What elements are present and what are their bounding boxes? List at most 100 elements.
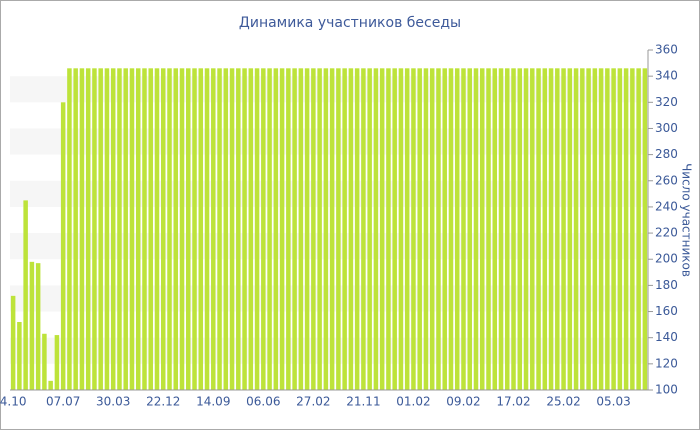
bar — [154, 68, 160, 391]
bar — [261, 68, 266, 391]
y-tick-label: 280 — [655, 147, 678, 161]
x-tick-label: 01.02 — [396, 395, 430, 409]
bar — [42, 333, 47, 390]
bar — [336, 68, 341, 391]
bar — [329, 68, 335, 391]
bar — [248, 68, 254, 391]
x-tick-label: 05.03 — [596, 395, 630, 409]
bar — [123, 68, 128, 391]
bar — [129, 68, 135, 391]
bar — [592, 68, 598, 391]
x-tick-label: 4.10 — [0, 395, 26, 409]
y-axis-label: Число участников — [680, 163, 694, 277]
bar — [448, 68, 454, 391]
bar — [423, 68, 429, 391]
x-tick-label: 17.02 — [496, 395, 530, 409]
bar — [67, 68, 72, 391]
bar — [348, 68, 354, 391]
y-tick-label: 360 — [655, 43, 678, 57]
bar — [605, 68, 610, 391]
bar — [236, 68, 241, 391]
y-tick-label: 340 — [655, 69, 678, 83]
bar — [630, 68, 635, 391]
bar — [254, 68, 260, 391]
bar — [217, 68, 222, 391]
x-tick-label: 06.06 — [246, 395, 280, 409]
bar — [298, 68, 304, 391]
bar — [204, 68, 210, 391]
bar — [379, 68, 385, 391]
x-tick-label: 21.11 — [346, 395, 380, 409]
bar — [642, 68, 648, 391]
bar — [179, 68, 185, 391]
bar — [479, 68, 485, 391]
bar — [192, 68, 197, 391]
bar — [373, 68, 379, 391]
bar — [467, 68, 472, 391]
bar — [461, 68, 466, 391]
bar — [498, 68, 504, 391]
x-tick-label: 27.02 — [296, 395, 330, 409]
bar — [636, 68, 641, 391]
x-tick-label: 14.09 — [196, 395, 230, 409]
bar — [286, 68, 291, 391]
bar — [85, 68, 91, 391]
bar — [98, 68, 103, 391]
y-tick-label: 160 — [655, 304, 678, 318]
y-tick-label: 220 — [655, 226, 678, 240]
bar — [60, 102, 66, 391]
bar — [561, 68, 566, 391]
bar — [160, 68, 166, 391]
bar — [148, 68, 153, 391]
bar — [198, 68, 204, 391]
bar — [117, 68, 122, 391]
bar — [517, 68, 523, 391]
bar — [23, 200, 28, 390]
bar — [110, 68, 116, 391]
grid-band — [10, 337, 648, 364]
bar — [523, 68, 529, 391]
bar — [48, 380, 53, 390]
bar — [598, 68, 604, 391]
bar — [273, 68, 279, 391]
y-tick-label: 300 — [655, 121, 678, 135]
bar — [10, 295, 16, 390]
bar — [92, 68, 97, 391]
bar — [186, 68, 191, 391]
bar — [417, 68, 422, 391]
bar — [354, 68, 360, 391]
bar — [79, 68, 85, 391]
bar — [567, 68, 573, 391]
bar — [229, 68, 235, 391]
bar — [429, 68, 435, 391]
bar — [267, 68, 272, 391]
bar — [223, 68, 229, 391]
grid-band — [10, 180, 648, 207]
bar — [167, 68, 172, 391]
bar — [548, 68, 554, 391]
bar — [54, 335, 60, 390]
x-tick-label: 25.02 — [546, 395, 580, 409]
bar — [623, 68, 629, 391]
bar — [135, 68, 141, 391]
grid-band — [10, 285, 648, 312]
bar — [361, 68, 366, 391]
bar — [392, 68, 397, 391]
bar — [35, 263, 41, 390]
bar — [292, 68, 297, 391]
bar — [317, 68, 322, 391]
bar — [73, 68, 78, 391]
bar — [580, 68, 585, 391]
grid-band — [10, 233, 648, 260]
bar — [211, 68, 216, 391]
bar — [104, 68, 110, 391]
bar — [17, 322, 22, 390]
bar — [486, 68, 491, 391]
bar — [367, 68, 372, 391]
bar — [279, 68, 285, 391]
bar — [492, 68, 498, 391]
bar — [398, 68, 404, 391]
bar — [555, 68, 560, 391]
bar — [442, 68, 447, 391]
